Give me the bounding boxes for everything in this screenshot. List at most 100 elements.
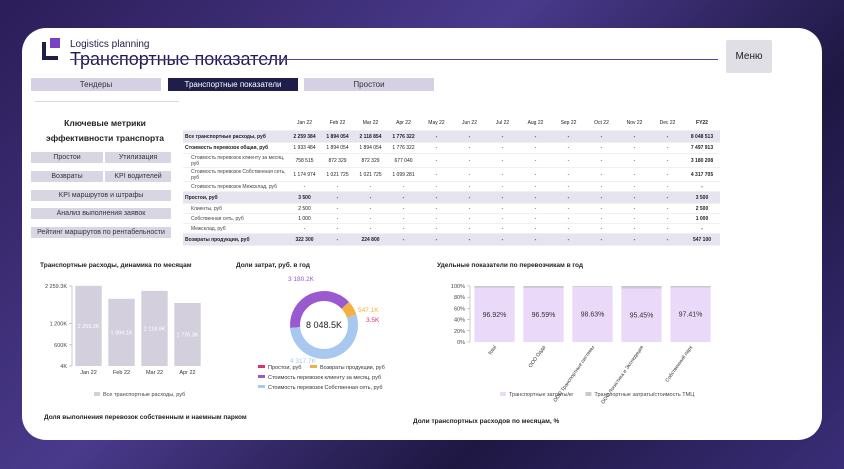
sidebar-button[interactable]: Анализ выполнения заявок bbox=[31, 208, 171, 219]
table-cell: - bbox=[354, 213, 387, 224]
table-cell: - bbox=[519, 130, 552, 143]
column-header: Sep 22 bbox=[552, 116, 585, 131]
table-row: Возвраты продукции, руб 322 300-224 800- -… bbox=[183, 233, 720, 246]
data-label: 98.63% bbox=[581, 311, 605, 318]
sidebar-button[interactable]: Рейтинг маршрутов по рентабельности bbox=[31, 227, 171, 238]
table-cell: - bbox=[321, 203, 354, 214]
table-cell: - bbox=[585, 233, 618, 246]
header-row: Jan 22 Feb 22 Mar 22 Apr 22 May 22 Jun 22 Jul … bbox=[183, 116, 720, 131]
table-cell: - bbox=[618, 203, 651, 214]
y-tick-label: 20% bbox=[454, 329, 465, 335]
table-cell: - bbox=[519, 191, 552, 204]
table-row: Межсклад, руб - - - - - - - - - - - - - bbox=[183, 223, 720, 234]
table-cell: - bbox=[651, 223, 684, 234]
table-cell: - bbox=[453, 213, 486, 224]
row-label: Стоимость перевозок клиенту за месяц, ру… bbox=[183, 153, 288, 168]
table-cell: - bbox=[486, 167, 519, 182]
row-label: Стоимость перевозок Собственная сеть, ру… bbox=[183, 167, 288, 182]
data-label: 2 259.3K bbox=[77, 324, 99, 330]
sidebar-button[interactable]: Возвраты bbox=[31, 171, 103, 182]
table-cell: - bbox=[651, 191, 684, 204]
x-tick-label: Mar 22 bbox=[146, 370, 163, 376]
table-cell: - bbox=[321, 223, 354, 234]
table-cell: - bbox=[585, 191, 618, 204]
table-cell: - bbox=[651, 130, 684, 143]
table-cell: - bbox=[585, 153, 618, 168]
bar bbox=[670, 286, 711, 288]
column-header: Feb 22 bbox=[321, 116, 354, 131]
legend-label: Транспортные затраты/стоимость ТМЦ bbox=[594, 392, 694, 398]
table-cell: - bbox=[354, 203, 387, 214]
table-cell: - bbox=[486, 213, 519, 224]
bar bbox=[141, 290, 168, 366]
data-label: 96.59% bbox=[532, 312, 556, 319]
sidebar-title: Ключевые метрики эффективности транспорт… bbox=[46, 118, 164, 143]
data-label: 3 180.2K bbox=[288, 276, 315, 283]
sidebar-button[interactable]: Простои bbox=[31, 152, 103, 163]
center-label: 8 048.5K bbox=[306, 320, 342, 330]
charts: Транспортные расходы, динамика по месяца… bbox=[40, 261, 711, 425]
legend-swatch bbox=[258, 365, 265, 368]
sidebar-button[interactable]: KPI маршрутов и штрафы bbox=[31, 190, 171, 201]
header-cell bbox=[183, 116, 288, 131]
table-cell: - bbox=[387, 191, 420, 204]
legend-swatch bbox=[258, 385, 265, 388]
tab[interactable]: Тендеры bbox=[31, 78, 161, 91]
sidebar-button[interactable]: Утилизация bbox=[105, 152, 171, 163]
table-cell: - bbox=[618, 167, 651, 182]
table-cell: - bbox=[321, 233, 354, 246]
table-cell: - bbox=[519, 223, 552, 234]
table-cell: 4 317 705 bbox=[684, 167, 720, 182]
table-cell: - bbox=[651, 167, 684, 182]
table-cell: - bbox=[453, 130, 486, 143]
table-cell: - bbox=[453, 153, 486, 168]
table-cell: 1 021 725 bbox=[354, 167, 387, 182]
brand: Logistics planning bbox=[70, 39, 150, 50]
table-cell: 1 894 054 bbox=[321, 142, 354, 154]
column-header: Jul 22 bbox=[486, 116, 519, 131]
bar bbox=[670, 287, 711, 342]
table-cell: 2 118 854 bbox=[354, 130, 387, 143]
column-header: Jun 22 bbox=[453, 116, 486, 131]
menu-button[interactable]: Меню bbox=[726, 40, 772, 73]
table-row: Стоимость перевозок общая, руб 1 933 484 1… bbox=[183, 142, 720, 154]
table-row: Простои, руб 3 500- - - - - - - - - - -3 500 bbox=[183, 191, 720, 204]
table-cell: - bbox=[420, 223, 453, 234]
y-tick-label: 40% bbox=[454, 318, 465, 324]
y-tick-label: 600K bbox=[54, 343, 67, 349]
table-cell: 3 180 208 bbox=[684, 153, 720, 168]
table-cell: - bbox=[552, 233, 585, 246]
sidebar-button[interactable]: KPI водителей bbox=[105, 171, 171, 182]
data-label: 547.1K bbox=[358, 307, 379, 314]
logo bbox=[42, 38, 60, 60]
table-cell: 1 000 bbox=[288, 213, 321, 224]
donut-segment bbox=[346, 314, 357, 318]
y-tick-label: 100% bbox=[451, 284, 465, 290]
table-cell: - bbox=[420, 153, 453, 168]
y-tick-label: 1 200K bbox=[50, 322, 68, 328]
bar bbox=[108, 298, 135, 366]
table-cell: 1 894 054 bbox=[321, 130, 354, 143]
column-header: Oct 22 bbox=[585, 116, 618, 131]
table-row: Собственная сеть, руб 1 000- - - - - - - - - - -1 0… bbox=[183, 213, 720, 224]
tab[interactable]: Транспортные показатели bbox=[168, 78, 298, 91]
table-cell: 872 329 bbox=[321, 153, 354, 168]
table-cell: - bbox=[552, 191, 585, 204]
table-cell: - bbox=[618, 233, 651, 246]
bar bbox=[474, 286, 515, 288]
table-cell: - bbox=[453, 233, 486, 246]
table-row: Стоимость перевозок клиенту за месяц, ру… bbox=[183, 153, 720, 168]
x-tick-label: Jan 22 bbox=[80, 370, 97, 376]
table-cell: - bbox=[618, 142, 651, 154]
table-cell: 224 800 bbox=[354, 233, 387, 246]
table-cell: - bbox=[585, 142, 618, 154]
y-tick-label: 80% bbox=[454, 295, 465, 301]
data-label: 97.41% bbox=[679, 312, 703, 319]
table-cell: - bbox=[354, 191, 387, 204]
table-cell: 322 300 bbox=[288, 233, 321, 246]
table-cell: - bbox=[420, 167, 453, 182]
table-cell: 2 500 bbox=[684, 203, 720, 214]
table-cell: - bbox=[552, 130, 585, 143]
legend-label: Стоимость перевозок клиенту за месяц, ру… bbox=[268, 375, 381, 381]
tab[interactable]: Простои bbox=[304, 78, 434, 91]
